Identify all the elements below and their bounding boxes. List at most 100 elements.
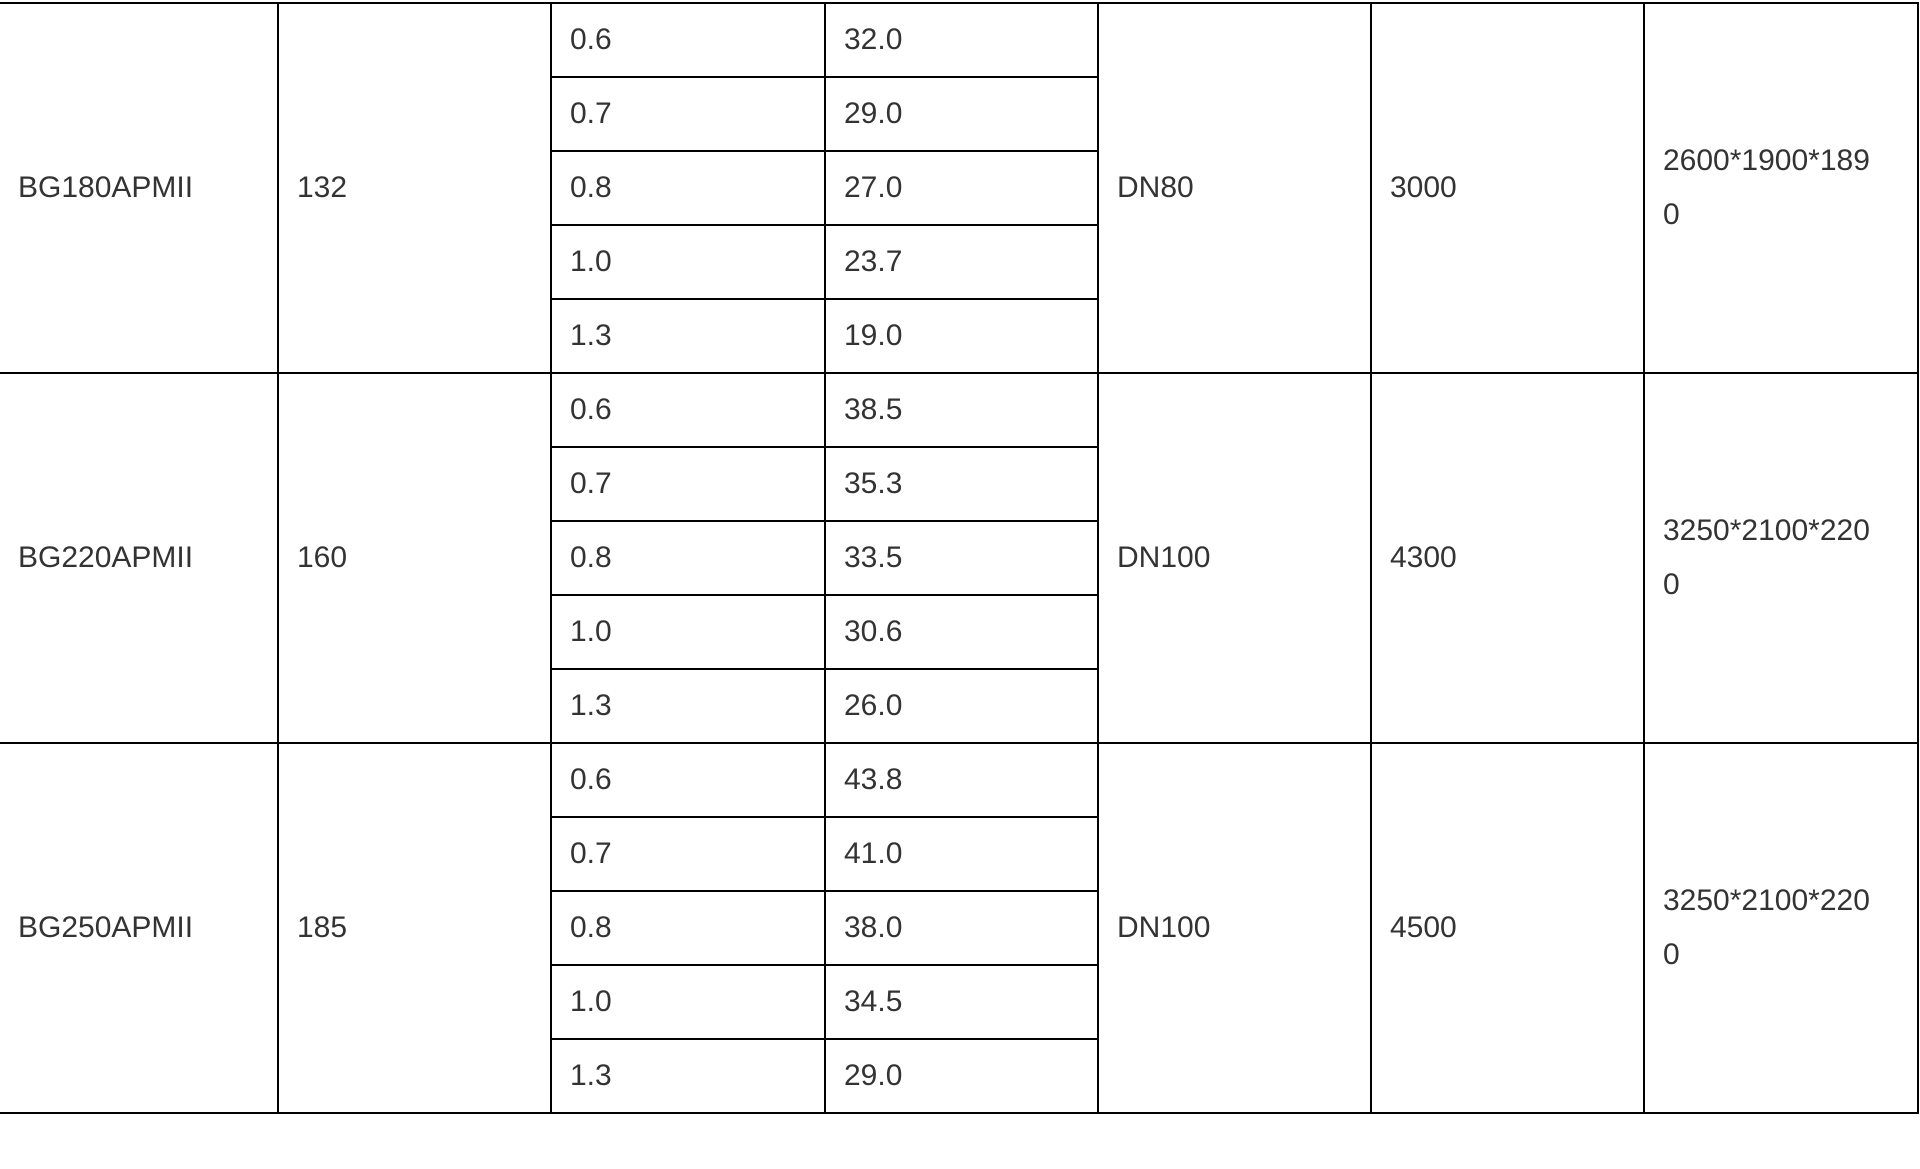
flow-cell-text: 34.5	[844, 985, 903, 1018]
flow-cell-text: 30.6	[844, 615, 903, 648]
table-row: 1.3 26.0	[0, 668, 1918, 744]
flow-cell: 33.5	[824, 520, 1099, 596]
table-row: 0.7 41.0	[0, 816, 1918, 892]
dimensions-cell: 3250*2100*2200	[1643, 372, 1919, 744]
table-row: BG180APMII 132 0.6 32.0 DN80 3000 2600*1900*18…	[0, 2, 1919, 374]
flow-cell-text: 41.0	[844, 837, 903, 870]
pressure-cell-text: 1.0	[570, 245, 612, 278]
flow-cell: 43.8	[824, 742, 1099, 818]
flow-cell: 38.0	[824, 890, 1099, 966]
pressure-cell-text: 1.0	[570, 985, 612, 1018]
flow-cell: 34.5	[824, 964, 1099, 1040]
outlet-cell: DN100	[1097, 372, 1372, 744]
power-cell: 185	[277, 742, 552, 1114]
flow-cell-text: 38.0	[844, 911, 903, 944]
flow-cell-text: 23.7	[844, 245, 903, 278]
table-row: 0.8 27.0	[0, 150, 1918, 226]
table-row: 1.3 19.0	[0, 298, 1918, 374]
power-cell: 132	[277, 2, 552, 374]
outlet-cell: DN100	[1097, 742, 1372, 1114]
pressure-cell-text: 1.0	[570, 615, 612, 648]
table-row: 0.7 35.3	[0, 446, 1918, 522]
pressure-cell: 1.0	[550, 224, 826, 300]
dimensions-cell-text: 3250*2100*2200	[1663, 884, 1870, 971]
weight-cell-text: 3000	[1390, 171, 1457, 204]
weight-cell-text: 4300	[1390, 541, 1457, 574]
flow-cell-text: 19.0	[844, 319, 903, 352]
pressure-cell: 1.3	[550, 298, 826, 374]
table-row: 0.8 33.5	[0, 520, 1918, 596]
pressure-cell: 0.8	[550, 520, 826, 596]
dimensions-cell-text: 2600*1900*1890	[1663, 144, 1870, 231]
outlet-cell-text: DN80	[1117, 171, 1194, 204]
outlet-cell-text: DN100	[1117, 911, 1211, 944]
flow-cell-text: 38.5	[844, 393, 903, 426]
model-cell: BG250APMII	[0, 742, 279, 1114]
table-row: 0.7 29.0	[0, 76, 1918, 152]
pressure-cell-text: 1.3	[570, 1059, 612, 1092]
pressure-cell: 1.3	[550, 668, 826, 744]
pressure-cell: 0.7	[550, 446, 826, 522]
pressure-cell: 1.0	[550, 594, 826, 670]
flow-cell: 30.6	[824, 594, 1099, 670]
flow-cell: 29.0	[824, 76, 1099, 152]
pressure-cell-text: 0.7	[570, 837, 612, 870]
power-cell-text: 185	[297, 911, 348, 944]
pressure-cell-text: 0.6	[570, 23, 612, 56]
table-row: BG220APMII 160 0.6 38.5 DN100 4300 3250*2100*2…	[0, 372, 1919, 744]
power-cell-text: 160	[297, 541, 348, 574]
power-cell-text: 132	[297, 171, 348, 204]
table-row: 1.0 34.5	[0, 964, 1918, 1040]
pressure-cell-text: 1.3	[570, 689, 612, 722]
model-cell-text: BG180APMII	[18, 171, 194, 204]
pressure-cell-text: 0.8	[570, 171, 612, 204]
dimensions-cell-text: 3250*2100*2200	[1663, 514, 1870, 601]
dimensions-cell: 3250*2100*2200	[1643, 742, 1919, 1114]
table-row: 1.3 29.0	[0, 1038, 1918, 1114]
power-cell: 160	[277, 372, 552, 744]
pressure-cell-text: 0.6	[570, 393, 612, 426]
weight-cell: 4500	[1370, 742, 1645, 1114]
flow-cell-text: 43.8	[844, 763, 903, 796]
spec-table: BG180APMII 132 0.6 32.0 DN80 3000 2600*1900*18…	[0, 2, 1919, 1114]
pressure-cell: 1.3	[550, 1038, 826, 1114]
pressure-cell: 0.8	[550, 150, 826, 226]
flow-cell-text: 29.0	[844, 1059, 903, 1092]
table-row: 1.0 23.7	[0, 224, 1918, 300]
pressure-cell: 0.6	[550, 742, 826, 818]
flow-cell: 29.0	[824, 1038, 1099, 1114]
flow-cell-text: 32.0	[844, 23, 903, 56]
pressure-cell-text: 0.6	[570, 763, 612, 796]
pressure-cell-text: 1.3	[570, 319, 612, 352]
table-row: 0.8 38.0	[0, 890, 1918, 966]
pressure-cell-text: 0.7	[570, 467, 612, 500]
pressure-cell-text: 0.7	[570, 97, 612, 130]
flow-cell: 19.0	[824, 298, 1099, 374]
table-row: BG250APMII 185 0.6 43.8 DN100 4500 3250*2100*2…	[0, 742, 1919, 1114]
outlet-cell: DN80	[1097, 2, 1372, 374]
pressure-cell: 0.6	[550, 372, 826, 448]
model-cell: BG220APMII	[0, 372, 279, 744]
flow-cell: 27.0	[824, 150, 1099, 226]
dimensions-cell: 2600*1900*1890	[1643, 2, 1919, 374]
pressure-cell-text: 0.8	[570, 541, 612, 574]
flow-cell: 23.7	[824, 224, 1099, 300]
flow-cell-text: 29.0	[844, 97, 903, 130]
flow-cell-text: 33.5	[844, 541, 903, 574]
pressure-cell: 0.8	[550, 890, 826, 966]
weight-cell-text: 4500	[1390, 911, 1457, 944]
flow-cell-text: 35.3	[844, 467, 903, 500]
pressure-cell: 1.0	[550, 964, 826, 1040]
outlet-cell-text: DN100	[1117, 541, 1211, 574]
weight-cell: 4300	[1370, 372, 1645, 744]
flow-cell: 35.3	[824, 446, 1099, 522]
pressure-cell: 0.6	[550, 2, 826, 78]
flow-cell-text: 26.0	[844, 689, 903, 722]
model-cell-text: BG250APMII	[18, 911, 194, 944]
flow-cell-text: 27.0	[844, 171, 903, 204]
flow-cell: 41.0	[824, 816, 1099, 892]
pressure-cell: 0.7	[550, 816, 826, 892]
model-cell-text: BG220APMII	[18, 541, 194, 574]
pressure-cell: 0.7	[550, 76, 826, 152]
flow-cell: 38.5	[824, 372, 1099, 448]
